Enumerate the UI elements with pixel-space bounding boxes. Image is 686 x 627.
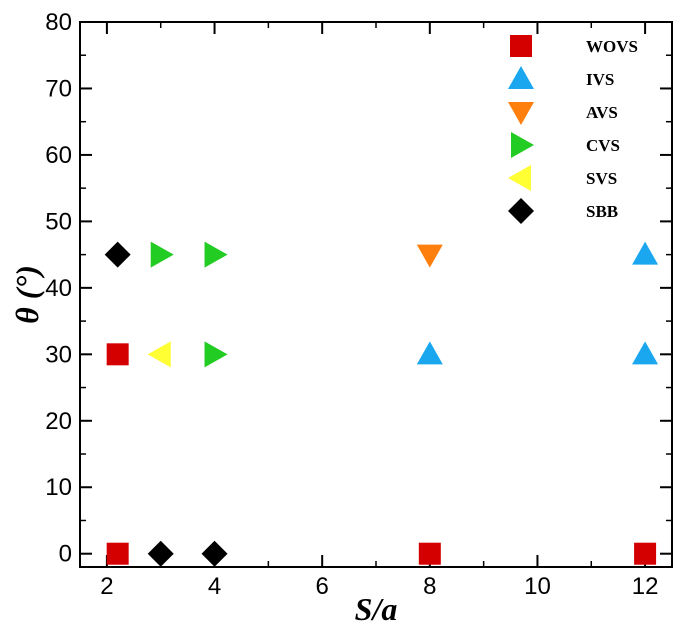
data-point-wovs (106, 542, 129, 565)
x-tick-label: 8 (423, 573, 436, 600)
data-point-wovs (106, 343, 129, 366)
y-tick-label: 80 (45, 9, 72, 36)
data-point-cvs (150, 241, 174, 268)
data-point-ivs (416, 341, 443, 365)
y-tick-label: 10 (45, 474, 72, 501)
y-tick-label: 20 (45, 408, 72, 435)
y-tick-label: 0 (59, 541, 72, 568)
x-tick-label: 12 (632, 573, 659, 600)
y-tick-label: 60 (45, 142, 72, 169)
y-tick-label: 70 (45, 75, 72, 102)
data-point-cvs (204, 341, 228, 368)
axes: 2 4 6 8 10 12 0 10 20 30 40 50 60 70 80 (45, 9, 673, 600)
data-point-cvs (204, 241, 228, 268)
plot-frame (79, 21, 673, 568)
legend-marker-sbb (508, 198, 534, 224)
data-point-avs (416, 244, 443, 268)
x-tick-label: 4 (208, 573, 221, 600)
x-axis-title: S/a (355, 591, 398, 627)
legend: WOVS IVS AVS CVS SVS SBB (508, 35, 638, 224)
legend-label-ivs: IVS (586, 70, 614, 89)
data-point-ivs (632, 241, 659, 265)
legend-marker-cvs (511, 132, 534, 158)
legend-marker-avs (508, 102, 534, 125)
legend-label-avs: AVS (586, 103, 618, 122)
data-point-sbb (147, 540, 174, 567)
data-point-wovs (418, 542, 441, 565)
data-point-sbb (201, 540, 228, 567)
x-tick-label: 6 (316, 573, 329, 600)
x-tick-label: 10 (524, 573, 551, 600)
data-point-svs (147, 341, 171, 368)
y-tick-label: 30 (45, 341, 72, 368)
legend-label-sbb: SBB (586, 202, 618, 221)
legend-marker-ivs (508, 66, 534, 89)
legend-marker-wovs (510, 35, 532, 57)
y-tick-label: 50 (45, 208, 72, 235)
legend-label-svs: SVS (586, 169, 617, 188)
data-points (104, 241, 659, 567)
data-point-ivs (632, 341, 659, 365)
x-tick-label: 2 (100, 573, 113, 600)
legend-label-wovs: WOVS (586, 37, 638, 56)
y-tick-label: 40 (45, 275, 72, 302)
legend-label-cvs: CVS (586, 136, 620, 155)
data-point-wovs (634, 542, 657, 565)
data-point-sbb (104, 241, 131, 268)
y-axis-title: θ (°) (9, 265, 45, 324)
legend-marker-svs (508, 165, 531, 191)
